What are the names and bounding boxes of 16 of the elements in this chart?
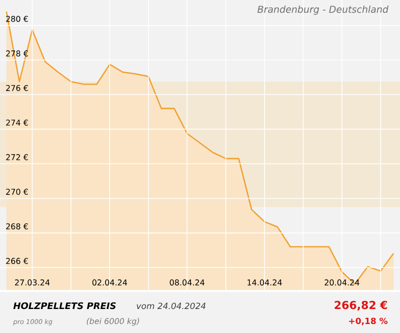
- text: HOLZPELLETS PREIS: [13, 302, 116, 310]
- text: 266,82 €: [334, 300, 388, 311]
- y-tick-label: 270 €: [6, 188, 28, 195]
- x-tick-label: 08.04.24: [170, 279, 204, 286]
- x-tick-label: 27.03.24: [15, 279, 50, 286]
- text: +0,18 %: [349, 318, 388, 326]
- text: (bei 6000 kg): [86, 318, 139, 326]
- y-tick-label: 266 €: [6, 258, 28, 264]
- text: Brandenburg - Deutschland: [257, 6, 389, 15]
- text: vom 24.04.2024: [136, 302, 206, 310]
- y-tick-label: 268 €: [6, 223, 28, 230]
- x-tick-label: 02.04.24: [92, 279, 128, 286]
- x-tick-label: 14.04.24: [248, 279, 282, 286]
- y-tick-label: 272 €: [6, 154, 28, 160]
- y-tick-label: 274 €: [6, 120, 28, 126]
- y-tick-label: 276 €: [6, 85, 28, 92]
